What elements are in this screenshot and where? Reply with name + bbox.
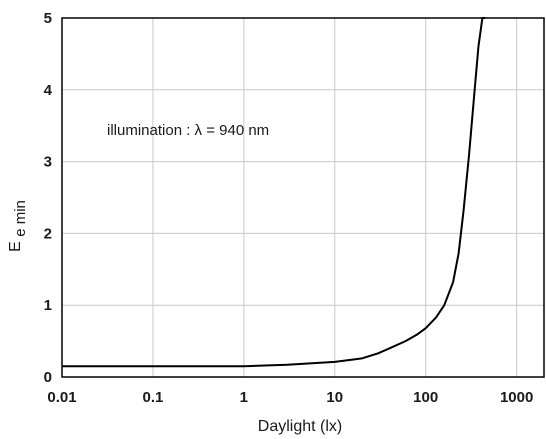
series-layer [62, 17, 486, 368]
y-tick-label: 1 [44, 297, 52, 314]
x-axis-title: Daylight (lx) [258, 418, 342, 435]
y-tick-label: 3 [44, 154, 52, 171]
x-tick-label: 100 [413, 389, 438, 406]
tick-labels: 0.01 0.1 1 10 100 1000 0 1 2 3 4 5 [44, 10, 534, 406]
y-tick-label: 2 [44, 225, 52, 242]
series-line [62, 17, 486, 368]
plot-frame [61, 17, 545, 378]
y-tick-label: 5 [44, 10, 52, 27]
grid [61, 17, 544, 378]
x-tick-label: 1000 [500, 389, 533, 406]
x-tick-label: 0.01 [47, 389, 76, 406]
y-axis-title-main: E [7, 241, 24, 252]
y-tick-label: 4 [44, 82, 53, 99]
y-axis-title: E e min [7, 200, 29, 252]
annotation-text: illumination : λ = 940 nm [107, 122, 269, 139]
y-tick-label: 0 [44, 369, 52, 386]
x-tick-label: 10 [326, 389, 343, 406]
y-axis-title-subscript: e min [12, 200, 29, 237]
x-tick-label: 0.1 [142, 389, 163, 406]
x-tick-label: 1 [240, 389, 248, 406]
